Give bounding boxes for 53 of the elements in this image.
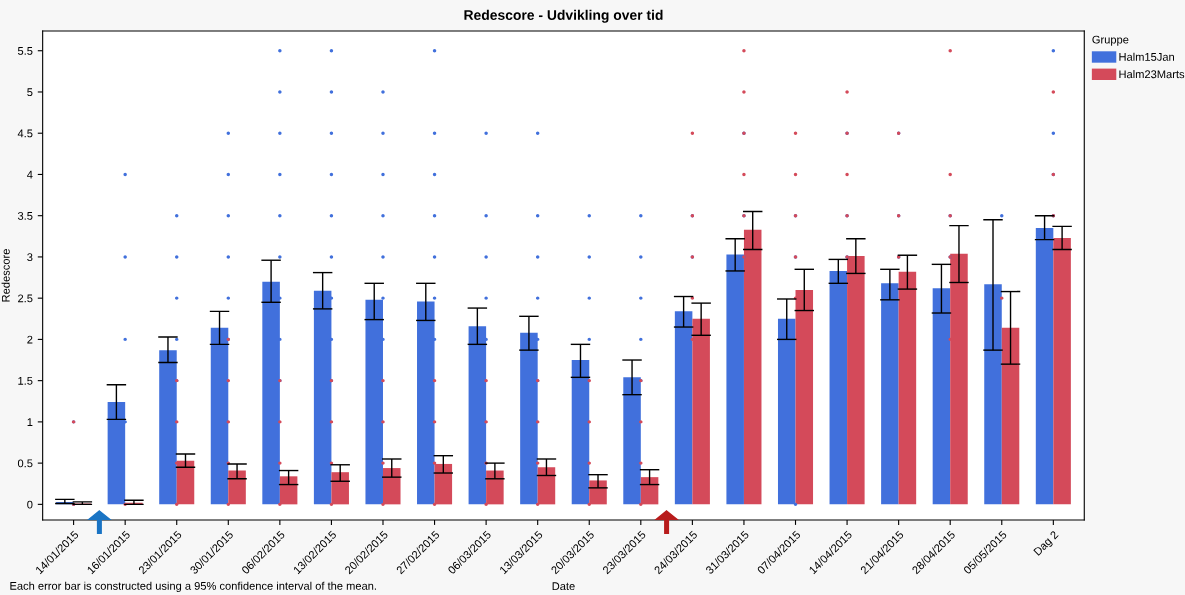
bar	[434, 463, 453, 505]
bar	[382, 468, 401, 505]
bar	[898, 271, 917, 505]
bar	[313, 290, 332, 505]
bar	[623, 377, 641, 505]
y-tick-label: 2.5	[18, 294, 33, 303]
bar	[1053, 237, 1071, 505]
bar	[847, 256, 865, 505]
x-axis-title: Date	[552, 582, 575, 591]
bar	[210, 327, 229, 505]
bar	[228, 470, 246, 505]
legend-label: Halm23Marts	[1119, 70, 1185, 79]
chart-title: Redescore - Udvikling over tid	[464, 9, 663, 23]
bar	[829, 270, 848, 505]
y-tick-label: 3	[27, 253, 33, 262]
bar	[743, 229, 762, 505]
bar	[468, 326, 487, 505]
bar	[159, 350, 177, 505]
bar	[262, 281, 280, 505]
bar	[331, 472, 349, 505]
y-tick-label: 1.5	[18, 377, 33, 385]
legend-title: Gruppe	[1092, 35, 1129, 46]
bar	[486, 470, 504, 505]
x-tick-label: Dag 2	[1033, 530, 1061, 558]
bar	[640, 477, 659, 505]
bar	[1001, 327, 1020, 505]
bar	[932, 288, 951, 505]
bar	[107, 402, 126, 505]
bar	[279, 476, 298, 505]
y-tick-label: 4	[27, 170, 33, 179]
y-axis-title: Redescore	[1, 249, 10, 302]
bar	[692, 318, 710, 505]
y-tick-label: 4.5	[17, 129, 33, 138]
bar	[674, 311, 693, 505]
legend-label: Halm15Jan	[1119, 52, 1174, 61]
bar	[777, 318, 796, 505]
bar	[520, 332, 538, 505]
bar	[176, 460, 195, 505]
y-tick-label: 5	[27, 88, 33, 97]
y-tick-label: 2	[27, 335, 33, 344]
bar	[1035, 228, 1054, 505]
y-tick-label: 3.5	[17, 211, 33, 220]
text: Each error bar is constructed using a 95% confidence interval of the mean.	[10, 581, 376, 593]
bar	[881, 283, 899, 505]
bar	[571, 360, 590, 505]
bar	[950, 253, 968, 505]
y-tick-label: 5.5	[17, 47, 33, 55]
y-tick-label: 1	[27, 418, 33, 426]
bar	[984, 284, 1002, 505]
y-tick-label: 0	[27, 500, 33, 509]
bar	[795, 289, 814, 505]
bar	[726, 254, 744, 505]
y-tick-label: 0.5	[17, 459, 33, 468]
